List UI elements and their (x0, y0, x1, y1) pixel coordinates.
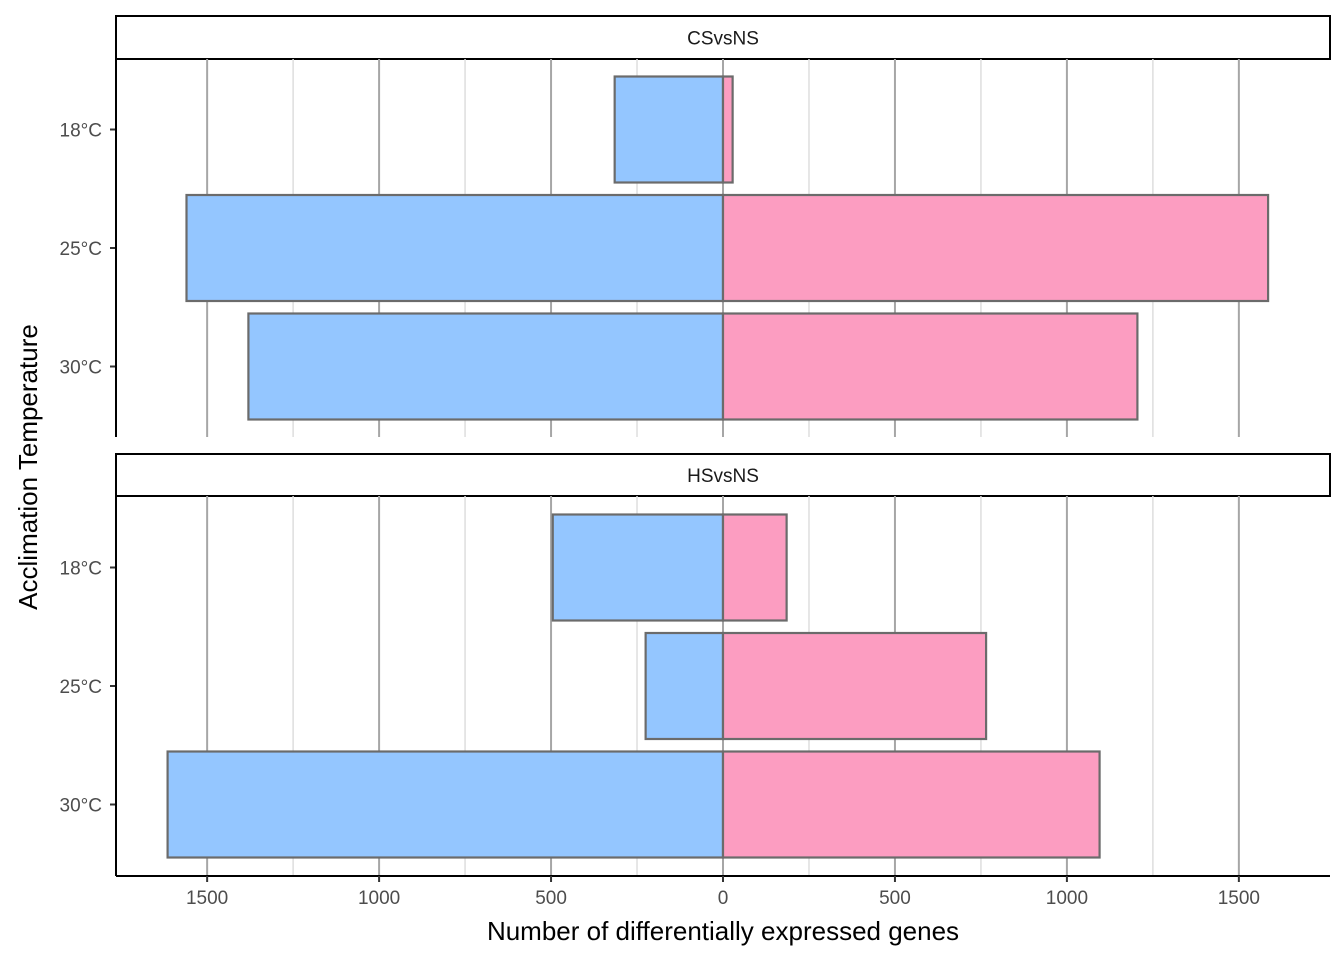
bar (721, 513, 788, 622)
bar (247, 312, 725, 421)
x-tick-label: 500 (879, 888, 911, 909)
y-tick-label: 30°C (60, 796, 102, 817)
bar (551, 513, 725, 622)
x-tick-label: 500 (535, 888, 567, 909)
y-tick-label: 30°C (60, 358, 102, 379)
bar (613, 75, 725, 184)
y-axis-title: Acclimation Temperature (13, 324, 43, 610)
bar (721, 193, 1270, 303)
x-tick-label: 1000 (358, 888, 400, 909)
bar (185, 193, 725, 303)
bar (721, 750, 1101, 859)
y-tick-label: 18°C (60, 121, 102, 142)
facet-strip (115, 15, 1331, 60)
y-tick-label: 25°C (60, 677, 102, 698)
y-tick-label: 25°C (60, 239, 102, 260)
facet-strip-label: CSvsNS (687, 29, 759, 50)
bar (644, 631, 725, 741)
bar (721, 75, 734, 184)
bar (166, 750, 725, 859)
facet-strip (115, 453, 1331, 497)
x-tick-label: 1500 (186, 888, 228, 909)
bar (721, 312, 1139, 421)
facet-strip-label: HSvsNS (687, 466, 759, 487)
x-tick-label: 0 (718, 888, 729, 909)
bar (721, 631, 988, 741)
x-tick-label: 1000 (1046, 888, 1088, 909)
x-tick-label: 1500 (1218, 888, 1260, 909)
x-axis-title: Number of differentially expressed genes (487, 916, 959, 946)
y-tick-label: 18°C (60, 559, 102, 580)
